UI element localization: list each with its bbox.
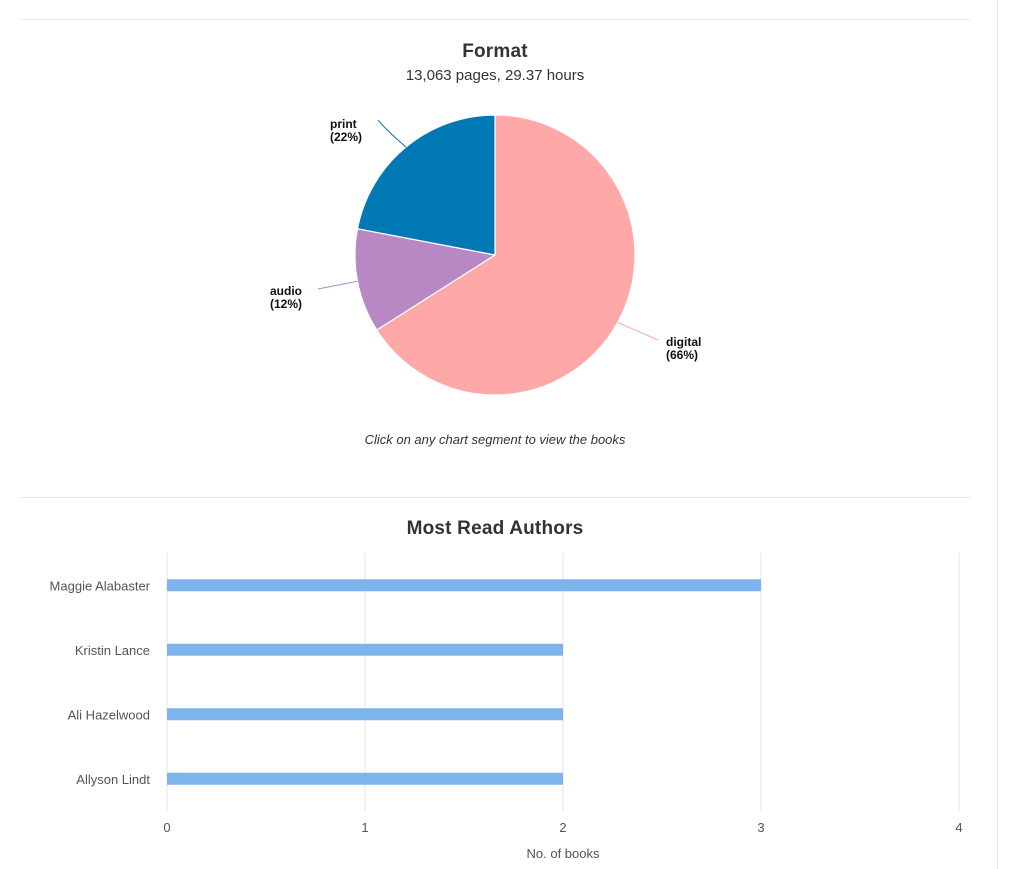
section-divider-top xyxy=(20,19,970,20)
bar[interactable] xyxy=(167,643,563,656)
bar-x-tick-label: 0 xyxy=(163,820,170,835)
pie-chart-title: Format xyxy=(462,41,528,62)
section-divider-middle xyxy=(20,497,970,498)
bar-chart-title: Most Read Authors xyxy=(406,518,584,539)
panel-right-border xyxy=(997,0,998,869)
bar[interactable] xyxy=(167,772,563,785)
pie-label-audio: audio xyxy=(270,284,302,298)
pie-percent-print: (22%) xyxy=(330,130,362,144)
bar-x-tick-label: 1 xyxy=(361,820,368,835)
bar-category-label: Allyson Lindt xyxy=(76,772,150,787)
bar-x-tick-label: 2 xyxy=(559,820,566,835)
bar[interactable] xyxy=(167,579,761,592)
pie-slice-digital[interactable] xyxy=(375,114,636,396)
pie-percent-digital: (66%) xyxy=(666,348,698,362)
bar-category-label: Kristin Lance xyxy=(75,643,150,658)
bar-x-tick-label: 3 xyxy=(757,820,764,835)
pie-chart-caption: Click on any chart segment to view the b… xyxy=(364,432,626,447)
pie-connector-audio xyxy=(317,280,358,290)
bar-x-tick-label: 4 xyxy=(955,820,962,835)
bar-category-label: Maggie Alabaster xyxy=(50,578,151,593)
pie-label-digital: digital xyxy=(666,335,701,349)
pie-chart-subtitle: 13,063 pages, 29.37 hours xyxy=(405,67,585,84)
bar-category-label: Ali Hazelwood xyxy=(68,707,150,722)
pie-connector-digital xyxy=(617,321,659,341)
pie-connector-print xyxy=(377,119,407,148)
bar-x-axis-title: No. of books xyxy=(527,846,600,861)
pie-label-print: print xyxy=(330,117,357,131)
pie-percent-audio: (12%) xyxy=(270,297,302,311)
pie-slice-audio[interactable] xyxy=(354,228,497,331)
bar[interactable] xyxy=(167,708,563,721)
